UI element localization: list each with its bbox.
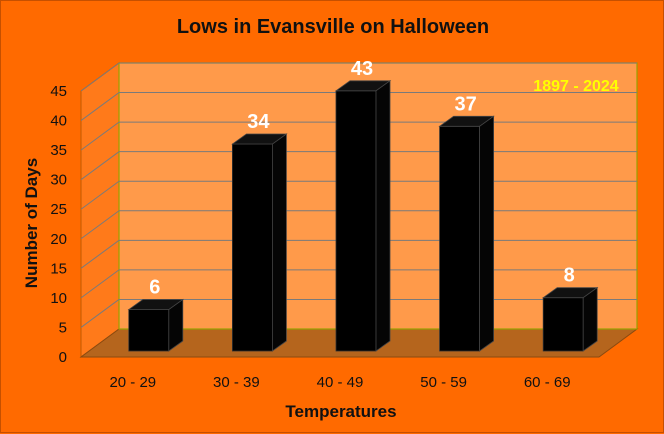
- bars: [127, 80, 599, 352]
- data-labels: 6 34 43 37 8: [149, 58, 575, 299]
- gridline-side: [80, 299, 120, 328]
- gridline-side: [80, 62, 120, 92]
- bar: [438, 115, 495, 352]
- y-tick-label: 0: [59, 349, 67, 366]
- gridline-side: [80, 239, 120, 269]
- bar: [231, 133, 288, 352]
- bar-front: [439, 125, 481, 352]
- data-label: 43: [351, 58, 373, 80]
- gridline-side: [80, 151, 120, 181]
- bar-side: [479, 115, 495, 352]
- y-tick-label: 40: [50, 113, 67, 130]
- bar-side: [271, 133, 287, 352]
- bar-front: [542, 297, 584, 352]
- x-tick-label: 20 - 29: [109, 374, 156, 391]
- x-axis-ticks: 20 - 29 30 - 39 40 - 49 50 - 59 60 - 69: [109, 374, 570, 391]
- year-range-annotation: 1897 - 2024: [533, 78, 619, 95]
- y-tick-label: 15: [50, 260, 67, 277]
- bar: [541, 286, 599, 352]
- x-tick-label: 50 - 59: [420, 374, 467, 391]
- data-label: 34: [247, 111, 270, 133]
- y-tick-label: 5: [59, 319, 67, 336]
- data-label: 37: [454, 93, 476, 115]
- bar-front: [231, 143, 273, 352]
- bar-side: [168, 298, 184, 352]
- y-tick-label: 10: [50, 290, 67, 307]
- gridline-side: [80, 210, 120, 240]
- y-tick-label: 35: [50, 142, 67, 159]
- bar: [334, 80, 392, 352]
- y-axis-ticks: 0 5 10 15 20 25 30 35 40 45: [50, 83, 67, 366]
- x-tick-label: 60 - 69: [524, 374, 571, 391]
- bar: [127, 298, 185, 352]
- bar-front: [335, 90, 377, 352]
- y-tick-label: 30: [50, 172, 67, 189]
- x-tick-label: 30 - 39: [213, 374, 260, 391]
- x-axis-title: Temperatures: [285, 402, 396, 421]
- data-label: 6: [149, 277, 160, 299]
- gridline-side: [80, 269, 120, 299]
- chart-title: Lows in Evansville on Halloween: [177, 16, 489, 38]
- x-tick-label: 40 - 49: [317, 374, 364, 391]
- gridline-side: [80, 180, 120, 210]
- bar-front: [128, 309, 170, 352]
- y-tick-label: 20: [50, 231, 67, 248]
- y-axis-title: Number of Days: [22, 158, 41, 288]
- y-tick-label: 25: [50, 201, 67, 218]
- gridline-side: [80, 121, 120, 151]
- bar-side: [375, 80, 391, 352]
- gridline-side: [80, 92, 120, 121]
- bar-side: [582, 286, 598, 352]
- y-tick-label: 45: [50, 83, 67, 100]
- data-label: 8: [564, 265, 575, 287]
